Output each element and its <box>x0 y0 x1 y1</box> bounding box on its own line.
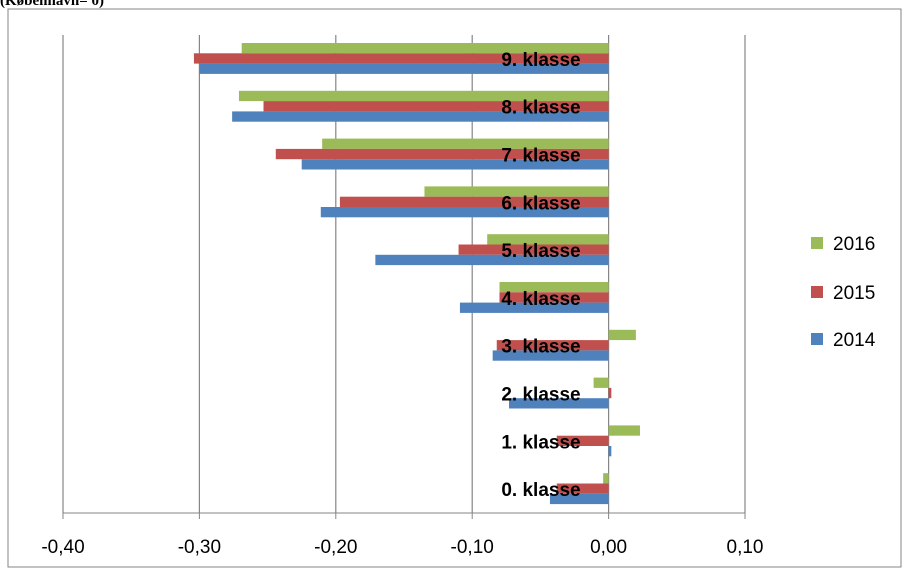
bar-2014 <box>232 111 609 122</box>
legend-swatch-2014 <box>811 333 823 345</box>
x-tick-label: -0,30 <box>178 537 221 558</box>
bar-2015 <box>499 292 609 303</box>
bar-2016 <box>608 329 636 341</box>
category-label: 1. klasse <box>501 432 580 453</box>
category-label: 4. klasse <box>501 289 580 310</box>
legend: 2016 2015 2014 <box>811 234 876 351</box>
bar-2016 <box>424 186 609 197</box>
x-axis: -0,40 -0,30 -0,20 -0,10 0,00 0,10 <box>41 512 764 558</box>
x-tick-label: -0,40 <box>41 537 84 558</box>
bar-2016 <box>608 425 640 436</box>
x-tick-label: -0,10 <box>451 537 494 558</box>
bar-2014 <box>320 207 609 218</box>
bar-2015 <box>275 148 609 160</box>
bar-2014 <box>459 302 609 313</box>
legend-swatch-2015 <box>811 286 823 298</box>
x-tick-label: -0,20 <box>314 537 357 558</box>
bar-2014 <box>301 159 609 170</box>
category-label: 2. klasse <box>501 385 580 406</box>
legend-swatch-2016 <box>811 237 823 249</box>
bar-2014 <box>549 493 609 505</box>
legend-label-2016: 2016 <box>833 234 875 255</box>
x-tick-label: 0,10 <box>727 537 764 558</box>
bar-2015 <box>263 101 609 112</box>
bars <box>193 43 640 505</box>
bar-2016 <box>603 473 609 484</box>
category-label: 8. klasse <box>501 98 580 119</box>
bar-2015 <box>608 387 612 399</box>
category-label: 6. klasse <box>501 193 580 214</box>
bar-2016 <box>241 43 609 54</box>
chart-title: (København= 0) <box>0 0 104 9</box>
bar-2016 <box>487 234 609 245</box>
bar-2015 <box>556 435 609 446</box>
x-tick-label: 0,00 <box>590 537 627 558</box>
bar-2015 <box>193 53 609 64</box>
category-labels: 0. klasse 1. klasse 2. klasse 3. klasse 4. k… <box>501 50 580 501</box>
bar-2015 <box>496 340 609 351</box>
bar-2014 <box>492 350 609 361</box>
bar-2014 <box>608 446 612 457</box>
category-label: 3. klasse <box>501 337 580 358</box>
bar-2016 <box>238 90 609 102</box>
category-label: 7. klasse <box>501 146 580 167</box>
bar-2014 <box>509 398 609 409</box>
legend-label-2014: 2014 <box>833 330 876 351</box>
bar-2014 <box>375 254 609 266</box>
bar-2016 <box>322 138 609 149</box>
bar-2015 <box>339 196 609 207</box>
legend-label-2015: 2015 <box>833 283 875 304</box>
category-label: 0. klasse <box>501 480 580 501</box>
bar-2016 <box>499 282 609 293</box>
bar-2015 <box>458 244 609 255</box>
category-label: 9. klasse <box>501 50 580 71</box>
category-label: 5. klasse <box>501 241 580 262</box>
bar-2014 <box>199 63 609 74</box>
bar-2016 <box>593 377 609 388</box>
bar-2015 <box>556 483 609 494</box>
